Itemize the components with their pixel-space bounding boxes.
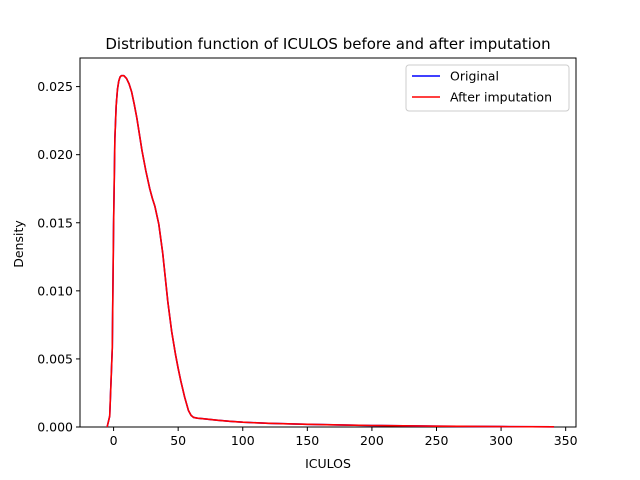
axis-ticks: 0 50 100 150 200 250 300 350 0.000 0.005 0.010 0.01… [37,79,577,448]
y-tick-label: 0.010 [37,283,73,298]
plot-frame [79,57,577,428]
legend-label: Original [450,69,499,84]
series-line-after-imputation [106,74,555,428]
x-tick-label: 300 [489,433,513,448]
y-tick-label: 0.005 [37,351,73,366]
y-tick-label: 0.015 [37,215,73,230]
x-tick-label: 50 [170,433,186,448]
y-tick-label: 0.020 [37,147,73,162]
y-tick-label: 0.000 [37,420,73,435]
y-tick-label: 0.025 [37,79,73,94]
series-lines [106,74,555,428]
plot-area [79,57,577,428]
x-tick-label: 150 [295,433,319,448]
x-tick-label: 100 [231,433,255,448]
x-tick-label: 0 [110,433,118,448]
legend: Original After imputation [405,64,570,112]
x-axis-label: ICULOS [305,456,351,471]
legend-box [405,64,570,112]
x-tick-label: 250 [425,433,449,448]
legend-label: After imputation [450,90,552,105]
chart-title: Distribution function of ICULOS before a… [105,35,550,53]
x-tick-label: 200 [360,433,384,448]
x-tick-label: 350 [554,433,578,448]
y-axis-label: Density [11,220,26,268]
